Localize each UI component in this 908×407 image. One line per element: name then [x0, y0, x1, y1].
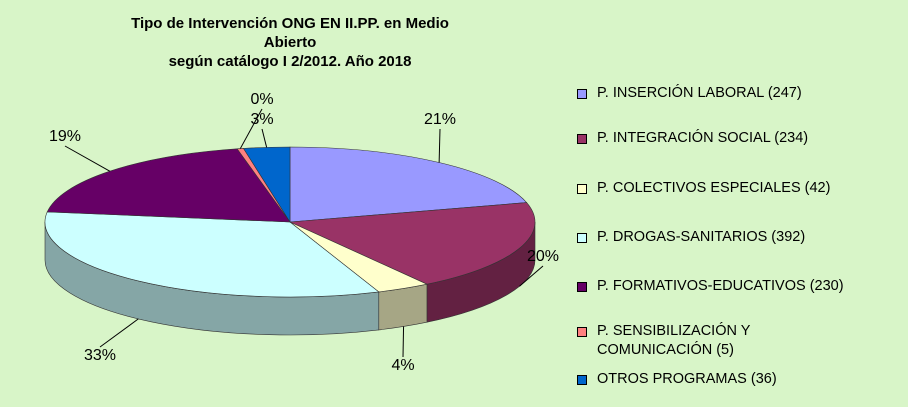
legend-swatch: [577, 233, 587, 243]
legend-label: P. SENSIBILIZACIÓN Y COMUNICACIÓN (5): [597, 323, 751, 358]
leader-line: [64, 145, 111, 172]
slice: [289, 146, 528, 223]
legend-swatch: [577, 282, 587, 292]
chart-title: Tipo de Intervención ONG EN II.PP. en Me…: [131, 15, 449, 70]
slice: [44, 211, 380, 298]
legend-label: P. INSERCIÓN LABORAL (247): [597, 85, 802, 101]
legend-label: P. INTEGRACIÓN SOCIAL (234): [597, 130, 809, 146]
leader-line: [261, 128, 268, 148]
leader-line: [519, 265, 544, 287]
slice: [288, 202, 536, 285]
legend-swatch: [577, 89, 587, 99]
data-label: 4%: [391, 357, 414, 374]
data-label: 20%: [527, 248, 559, 265]
legend-swatch: [577, 327, 587, 337]
legend-label: P. DROGAS-SANITARIOS (392): [597, 229, 806, 245]
legend-label: P. COLECTIVOS ESPECIALES (42): [597, 180, 831, 196]
data-label: 33%: [84, 347, 116, 364]
leader-line: [438, 128, 441, 163]
legend-swatch: [577, 134, 587, 144]
legend-swatch: [577, 184, 587, 194]
legend-swatch: [577, 375, 587, 385]
leader-line: [99, 318, 139, 348]
slice: [46, 148, 291, 223]
data-label: 0%: [250, 91, 273, 108]
slice: [242, 146, 291, 224]
data-label: 19%: [49, 128, 81, 145]
data-label: 3%: [250, 111, 273, 128]
data-label: 21%: [424, 111, 456, 128]
leader-line: [239, 108, 263, 149]
legend-label: OTROS PROGRAMAS (36): [597, 371, 777, 387]
leader-line: [402, 326, 405, 358]
legend-label: P. FORMATIVOS-EDUCATIVOS (230): [597, 278, 844, 294]
